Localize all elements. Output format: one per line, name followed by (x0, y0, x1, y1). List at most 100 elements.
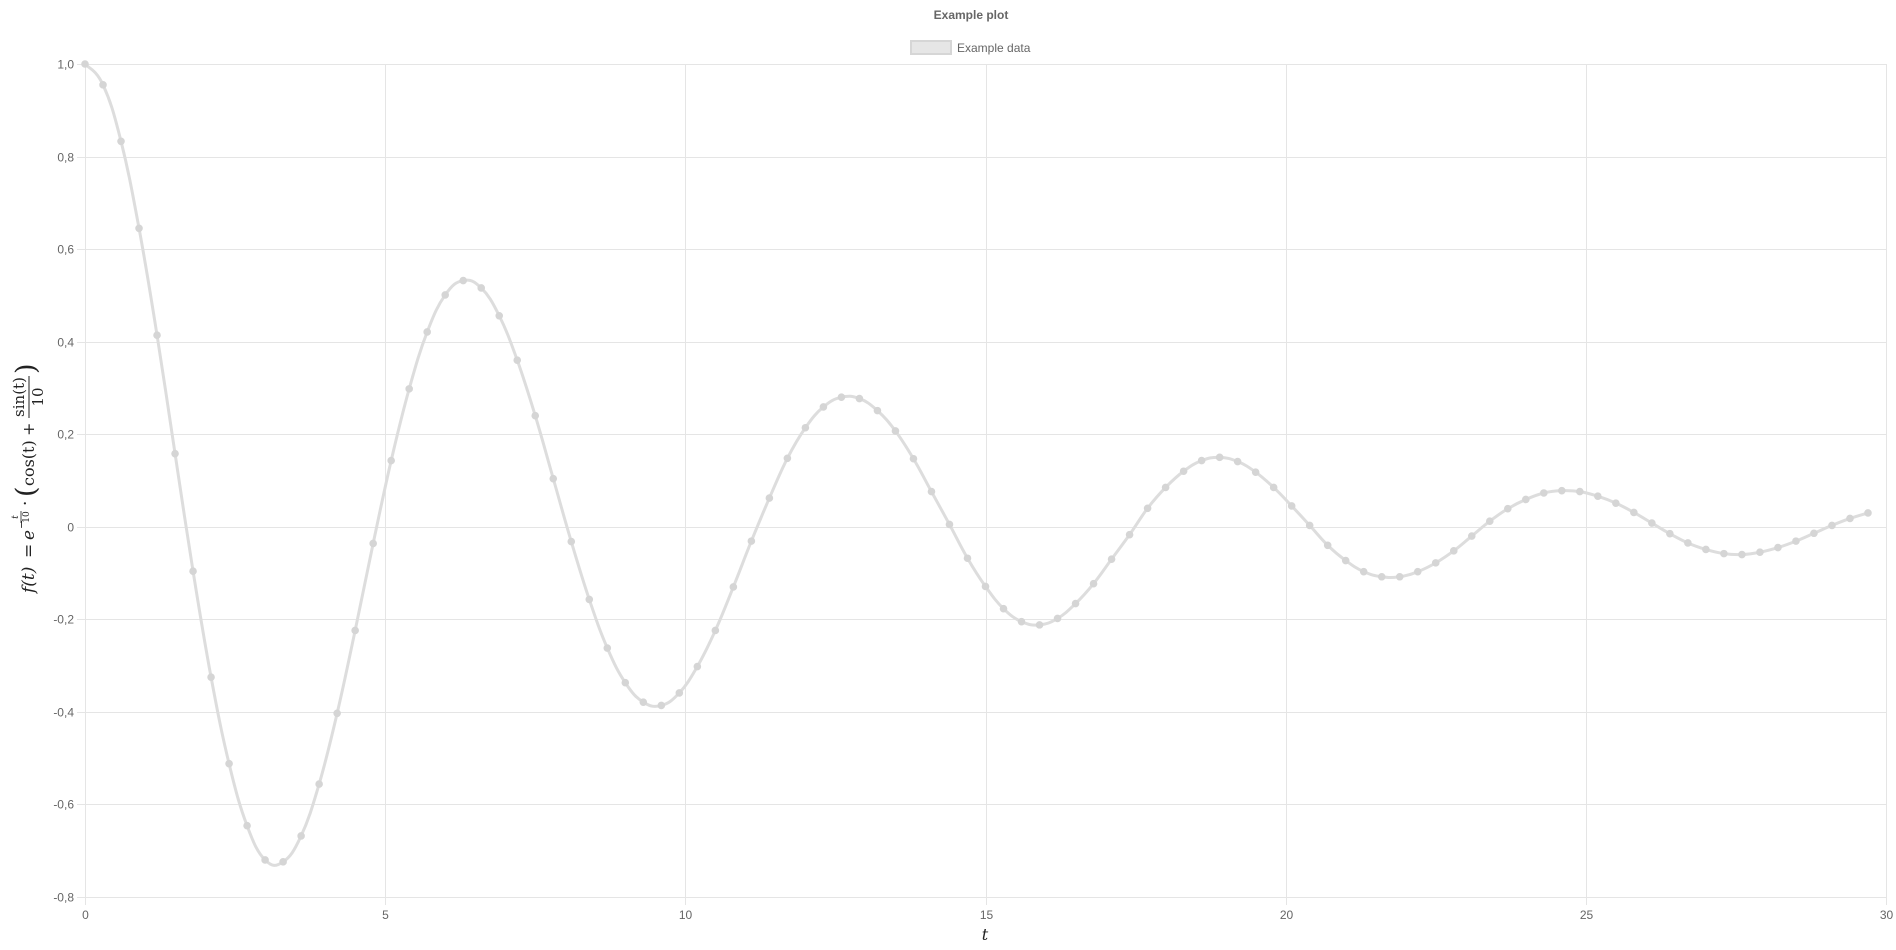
data-point[interactable] (459, 276, 468, 285)
data-point[interactable] (657, 701, 666, 710)
data-point[interactable] (279, 858, 287, 866)
data-point[interactable] (405, 385, 413, 393)
data-point[interactable] (1395, 572, 1404, 581)
data-point[interactable] (1125, 530, 1134, 539)
data-point[interactable] (1035, 621, 1044, 629)
data-point[interactable] (1467, 532, 1476, 540)
data-point[interactable] (837, 393, 846, 402)
data-point[interactable] (171, 449, 179, 458)
data-point[interactable] (783, 454, 792, 463)
data-point[interactable] (333, 709, 341, 718)
data-point[interactable] (1107, 555, 1116, 563)
data-point[interactable] (1269, 483, 1278, 492)
data-point[interactable] (1449, 547, 1458, 555)
data-point[interactable] (1558, 486, 1566, 495)
data-point[interactable] (99, 81, 107, 89)
data-point[interactable] (531, 411, 540, 420)
data-point[interactable] (801, 423, 810, 432)
data-point[interactable] (1792, 537, 1800, 545)
data-point[interactable] (207, 673, 215, 681)
data-point[interactable] (549, 474, 558, 483)
data-point[interactable] (135, 224, 143, 233)
data-point[interactable] (1179, 467, 1188, 476)
data-point[interactable] (765, 494, 774, 502)
legend[interactable]: Example data (910, 40, 1031, 55)
data-point[interactable] (711, 626, 720, 635)
data-point[interactable] (1684, 539, 1692, 547)
data-point[interactable] (513, 356, 522, 364)
data-point[interactable] (1341, 556, 1350, 565)
data-point[interactable] (1666, 529, 1674, 538)
data-point[interactable] (351, 626, 359, 635)
data-point[interactable] (1864, 509, 1872, 517)
data-point[interactable] (891, 427, 900, 435)
data-point[interactable] (1648, 519, 1656, 527)
data-point[interactable] (477, 284, 486, 292)
data-point[interactable] (1828, 521, 1836, 530)
data-point[interactable] (1359, 567, 1368, 576)
data-point[interactable] (1071, 599, 1080, 608)
data-point[interactable] (387, 456, 395, 465)
data-point[interactable] (495, 311, 504, 320)
data-point[interactable] (225, 759, 233, 768)
data-point[interactable] (81, 60, 89, 68)
data-point[interactable] (261, 856, 269, 864)
data-point[interactable] (1702, 545, 1710, 554)
data-point[interactable] (1846, 514, 1854, 523)
data-point[interactable] (873, 406, 882, 415)
data-point[interactable] (441, 291, 450, 299)
data-point[interactable] (981, 582, 990, 591)
data-point[interactable] (1485, 517, 1494, 526)
data-point[interactable] (693, 662, 702, 671)
data-point[interactable] (621, 678, 630, 687)
data-point[interactable] (423, 328, 431, 336)
data-point[interactable] (1197, 456, 1206, 465)
data-point[interactable] (1756, 548, 1764, 557)
data-point[interactable] (1323, 541, 1332, 550)
data-point[interactable] (1738, 550, 1746, 559)
data-point[interactable] (1017, 617, 1026, 626)
data-point[interactable] (1774, 543, 1782, 552)
data-point[interactable] (999, 604, 1008, 613)
data-point[interactable] (1143, 504, 1152, 513)
data-point[interactable] (729, 583, 738, 591)
data-point[interactable] (927, 487, 936, 496)
data-point[interactable] (1233, 457, 1242, 466)
data-point[interactable] (585, 595, 594, 604)
data-point[interactable] (243, 821, 251, 830)
data-point[interactable] (1305, 521, 1314, 530)
data-point[interactable] (1522, 495, 1530, 504)
data-point[interactable] (603, 644, 612, 652)
data-point[interactable] (1287, 502, 1296, 510)
data-point[interactable] (567, 537, 576, 546)
data-point[interactable] (1540, 489, 1548, 497)
data-point[interactable] (1053, 614, 1062, 623)
data-point[interactable] (189, 567, 197, 576)
data-point[interactable] (1251, 468, 1260, 476)
data-point[interactable] (1413, 567, 1422, 576)
data-point[interactable] (1594, 492, 1602, 501)
data-point[interactable] (297, 832, 305, 840)
data-point[interactable] (1089, 579, 1098, 588)
data-point[interactable] (1161, 483, 1170, 492)
data-point[interactable] (1630, 508, 1638, 517)
data-point[interactable] (315, 780, 323, 788)
data-point[interactable] (963, 554, 972, 563)
data-point[interactable] (747, 537, 756, 545)
data-point[interactable] (675, 689, 684, 697)
data-point[interactable] (117, 137, 125, 146)
data-point[interactable] (1503, 504, 1512, 513)
data-point[interactable] (639, 698, 648, 706)
data-point[interactable] (1810, 529, 1818, 538)
data-point[interactable] (1377, 572, 1386, 581)
data-point[interactable] (369, 539, 377, 548)
data-point[interactable] (855, 394, 864, 403)
data-point[interactable] (1576, 487, 1584, 496)
data-point[interactable] (819, 403, 828, 411)
data-point[interactable] (945, 520, 954, 529)
data-point[interactable] (909, 454, 918, 463)
data-point[interactable] (1612, 499, 1620, 507)
data-point[interactable] (153, 331, 161, 339)
data-point[interactable] (1720, 549, 1728, 558)
data-point[interactable] (1431, 559, 1440, 567)
